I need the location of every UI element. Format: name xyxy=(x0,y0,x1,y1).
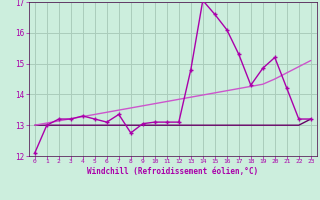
X-axis label: Windchill (Refroidissement éolien,°C): Windchill (Refroidissement éolien,°C) xyxy=(87,167,258,176)
